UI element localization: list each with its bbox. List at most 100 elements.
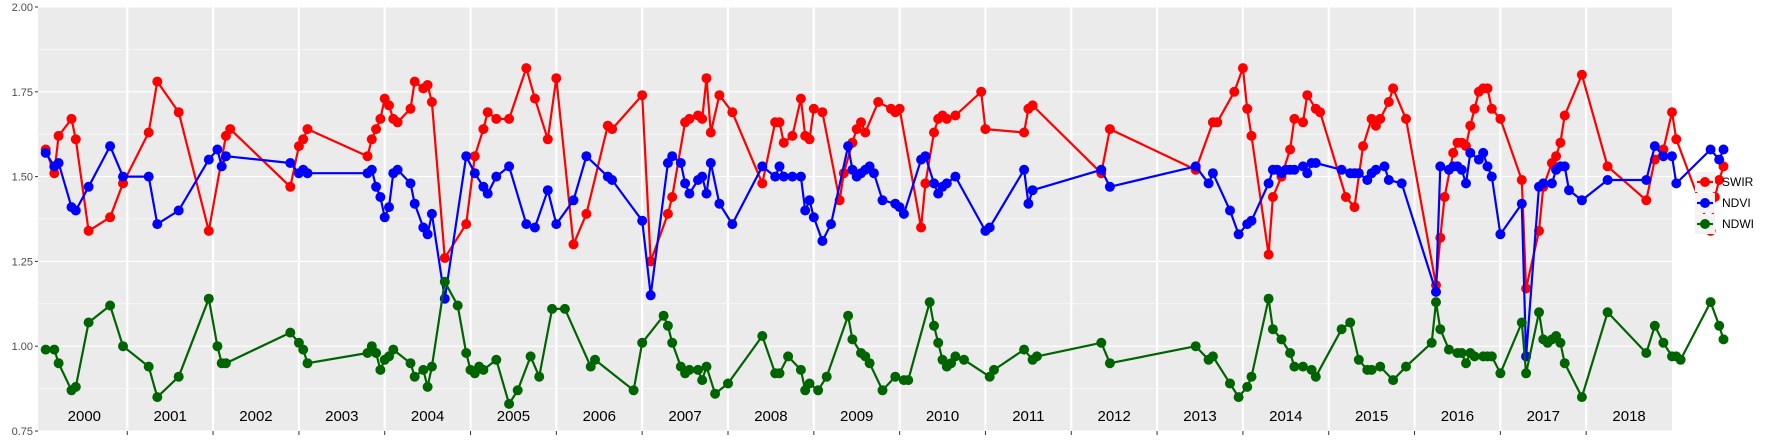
data-point-ndwi	[203, 293, 214, 304]
data-point-swir	[422, 80, 433, 90]
data-point-ndwi	[212, 341, 223, 352]
data-point-swir	[581, 208, 592, 219]
data-point-swir	[667, 192, 678, 202]
data-point-swir	[426, 97, 437, 107]
data-point-swir	[371, 124, 382, 135]
data-point-swir	[1576, 69, 1587, 80]
year-label: 2011	[1012, 408, 1044, 425]
data-point-ndvi	[1289, 164, 1300, 175]
data-point-ndvi	[1478, 147, 1489, 158]
data-point-ndvi	[1370, 164, 1381, 175]
data-point-ndwi	[1714, 320, 1725, 331]
data-point-swir	[225, 124, 236, 135]
data-point-ndvi	[1482, 161, 1493, 172]
data-point-ndvi	[1465, 147, 1476, 158]
data-point-ndvi	[1023, 198, 1034, 209]
data-point-swir	[1559, 110, 1570, 121]
data-point-ndwi	[49, 344, 60, 355]
data-point-ndwi	[1225, 378, 1235, 389]
data-point-swir	[1671, 134, 1682, 145]
data-point-swir	[1302, 90, 1313, 101]
data-point-ndwi	[559, 303, 570, 314]
data-point-ndwi	[83, 317, 94, 328]
data-point-ndvi	[83, 181, 94, 192]
data-point-ndvi	[1486, 171, 1497, 182]
y-axis: 0.75 1.00 1.25 1.50 1.75 2.00	[12, 2, 38, 438]
data-point-ndvi	[757, 161, 768, 172]
data-point-ndvi	[173, 205, 184, 216]
data-point-ndvi	[808, 212, 819, 223]
data-point-swir	[1349, 202, 1360, 213]
data-point-ndvi	[920, 151, 931, 162]
data-point-ndwi	[371, 348, 382, 358]
data-point-swir	[405, 103, 416, 114]
data-point-ndvi	[714, 198, 725, 209]
data-point-ndwi	[1276, 334, 1287, 345]
data-point-swir	[392, 117, 403, 128]
data-point-ndvi	[843, 141, 854, 152]
data-point-swir	[701, 73, 712, 84]
data-point-ndwi	[667, 337, 678, 348]
data-point-ndwi	[877, 385, 888, 396]
data-point-swir	[637, 90, 648, 101]
data-point-ndwi	[697, 375, 708, 386]
data-point-ndvi	[1225, 205, 1235, 216]
data-point-ndwi	[547, 303, 558, 314]
data-point-ndwi	[478, 364, 489, 375]
data-point-ndvi	[392, 164, 403, 175]
data-point-ndwi	[804, 378, 815, 389]
data-point-ndvi	[220, 151, 231, 162]
data-point-ndvi	[1302, 168, 1313, 179]
data-point-ndwi	[929, 320, 939, 331]
data-point-ndvi	[898, 208, 909, 219]
year-label: 2002	[239, 408, 272, 425]
data-point-swir	[1641, 195, 1652, 206]
data-point-ndvi	[551, 219, 562, 230]
year-label: 2006	[583, 408, 616, 425]
data-point-ndwi	[452, 300, 463, 311]
data-point-ndwi	[1310, 371, 1321, 382]
data-point-ndvi	[1310, 158, 1321, 168]
data-point-swir	[1340, 192, 1351, 202]
data-point-ndvi	[285, 158, 296, 168]
data-point-ndvi	[1667, 151, 1677, 162]
data-point-ndvi	[1431, 286, 1441, 297]
data-point-ndwi	[1366, 364, 1377, 375]
data-point-swir	[1551, 151, 1562, 162]
data-point-ndwi	[220, 358, 231, 369]
data-point-swir	[705, 127, 716, 138]
data-point-swir	[1555, 137, 1566, 148]
data-point-ndwi	[1658, 337, 1669, 348]
data-point-swir	[1439, 192, 1450, 202]
data-point-ndvi	[1246, 215, 1257, 226]
data-point-ndwi	[409, 371, 420, 382]
data-point-swir	[285, 181, 296, 192]
year-label: 2003	[325, 408, 358, 425]
data-point-ndwi	[1104, 358, 1115, 369]
data-point-swir	[727, 107, 738, 118]
y-tick-label: 1.25	[12, 256, 33, 268]
data-point-ndvi	[1718, 144, 1729, 155]
data-point-swir	[1267, 192, 1278, 202]
data-point-swir	[529, 93, 540, 104]
data-point-swir	[1465, 120, 1476, 131]
year-label: 2015	[1355, 408, 1388, 425]
data-point-swir	[1375, 113, 1386, 124]
data-point-swir	[1714, 175, 1725, 185]
data-point-ndvi	[1658, 151, 1669, 162]
data-point-swir	[469, 151, 480, 162]
data-point-swir	[384, 100, 394, 111]
data-point-swir	[551, 73, 562, 84]
data-point-ndvi	[482, 188, 493, 199]
data-point-ndwi	[1675, 354, 1686, 365]
data-point-ndwi	[1559, 358, 1570, 369]
data-point-ndvi	[504, 161, 515, 172]
data-point-swir	[1263, 249, 1274, 260]
data-point-ndwi	[173, 371, 184, 382]
data-point-ndwi	[1469, 351, 1480, 362]
data-point-swir	[173, 107, 184, 118]
data-point-ndwi	[1289, 361, 1300, 372]
data-point-ndwi	[693, 364, 703, 375]
data-point-ndvi	[422, 229, 433, 240]
data-point-swir	[894, 103, 905, 114]
